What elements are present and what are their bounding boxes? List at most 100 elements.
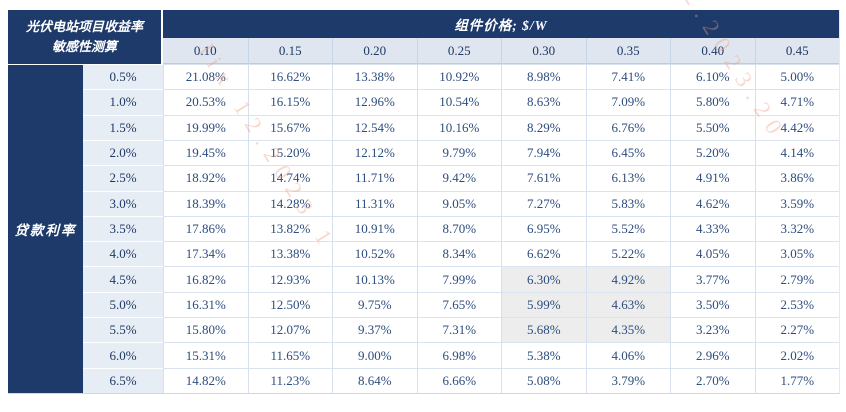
data-cell: 9.75%: [332, 291, 417, 318]
data-cell: 7.94%: [501, 139, 586, 166]
data-cell: 11.65%: [247, 342, 332, 368]
data-cell: 7.41%: [585, 64, 670, 90]
data-cell: 16.15%: [247, 89, 332, 115]
data-cell: 15.31%: [163, 342, 248, 368]
data-cell: 2.53%: [754, 291, 839, 318]
row-header: 0.5%: [83, 64, 163, 90]
data-cell: 5.38%: [501, 342, 586, 368]
data-cell: 6.45%: [585, 139, 670, 166]
data-cell: 13.38%: [247, 241, 332, 267]
row-header: 2.0%: [83, 139, 163, 166]
data-cell: 6.95%: [501, 215, 586, 242]
data-cell: 16.82%: [163, 266, 248, 292]
data-cell: 10.54%: [416, 89, 501, 115]
row-header: 5.0%: [83, 291, 163, 318]
data-cell: 7.09%: [585, 89, 670, 115]
data-cell: 8.64%: [332, 367, 417, 393]
data-cell: 8.29%: [501, 114, 586, 140]
data-cell: 9.00%: [332, 342, 417, 368]
row-header: 4.0%: [83, 241, 163, 267]
data-cell: 11.23%: [247, 367, 332, 393]
data-cell: 6.66%: [416, 367, 501, 393]
data-cell: 3.50%: [670, 291, 755, 318]
data-cell: 14.82%: [163, 367, 248, 393]
data-cell: 4.06%: [585, 342, 670, 368]
column-header: 0.30: [501, 38, 586, 64]
data-cell: 5.08%: [501, 367, 586, 393]
data-cell: 19.45%: [163, 139, 248, 166]
data-cell: 4.35%: [585, 317, 670, 343]
data-cell: 10.16%: [416, 114, 501, 140]
data-cell: 4.14%: [754, 139, 839, 166]
data-cell: 9.79%: [416, 139, 501, 166]
data-cell: 10.13%: [332, 266, 417, 292]
row-header: 6.5%: [83, 367, 163, 393]
corner-title-line1: 光伏电站项目收益率: [25, 18, 143, 34]
data-cell: 4.71%: [754, 89, 839, 115]
data-cell: 4.05%: [670, 241, 755, 267]
data-cell: 3.23%: [670, 317, 755, 343]
data-cell: 2.96%: [670, 342, 755, 368]
data-cell: 12.54%: [332, 114, 417, 140]
column-header: 0.10: [163, 38, 248, 64]
data-cell: 10.92%: [416, 64, 501, 90]
row-header: 6.0%: [83, 342, 163, 368]
data-cell: 2.27%: [754, 317, 839, 343]
column-header: 0.25: [416, 38, 501, 64]
data-cell: 4.91%: [670, 165, 755, 191]
data-cell: 10.91%: [332, 215, 417, 242]
data-cell: 4.42%: [754, 114, 839, 140]
data-cell: 6.13%: [585, 165, 670, 191]
data-cell: 12.93%: [247, 266, 332, 292]
data-cell: 4.92%: [585, 266, 670, 292]
row-header: 3.0%: [83, 190, 163, 216]
data-cell: 7.61%: [501, 165, 586, 191]
data-cell: 5.22%: [585, 241, 670, 267]
data-cell: 18.92%: [163, 165, 248, 191]
column-header: 0.15: [247, 38, 332, 64]
data-cell: 12.07%: [247, 317, 332, 343]
data-cell: 5.99%: [501, 291, 586, 318]
data-cell: 17.86%: [163, 215, 248, 242]
data-cell: 8.34%: [416, 241, 501, 267]
data-cell: 5.83%: [585, 190, 670, 216]
row-header: 2.5%: [83, 165, 163, 191]
data-cell: 3.05%: [754, 241, 839, 267]
data-cell: 2.70%: [670, 367, 755, 393]
column-header: 0.40: [670, 38, 755, 64]
data-cell: 20.53%: [163, 89, 248, 115]
data-cell: 8.63%: [501, 89, 586, 115]
data-cell: 3.86%: [754, 165, 839, 191]
data-cell: 8.98%: [501, 64, 586, 90]
table-corner-title: 光伏电站项目收益率 敏感性测算: [8, 10, 163, 64]
column-header: 0.45: [754, 38, 839, 64]
data-cell: 7.27%: [501, 190, 586, 216]
data-cell: 6.62%: [501, 241, 586, 267]
data-cell: 5.68%: [501, 317, 586, 343]
data-cell: 15.20%: [247, 139, 332, 166]
data-cell: 16.31%: [163, 291, 248, 318]
data-cell: 19.99%: [163, 114, 248, 140]
sensitivity-table: 光伏电站项目收益率 敏感性测算 组件价格; $/W 贷款利率 0.10 0.15 0…: [8, 10, 840, 394]
data-cell: 11.31%: [332, 190, 417, 216]
data-cell: 9.37%: [332, 317, 417, 343]
data-cell: 6.76%: [585, 114, 670, 140]
row-header: 4.5%: [83, 266, 163, 292]
data-cell: 3.77%: [670, 266, 755, 292]
data-cell: 5.50%: [670, 114, 755, 140]
data-cell: 9.42%: [416, 165, 501, 191]
data-cell: 14.74%: [247, 165, 332, 191]
corner-title-line2: 敏感性测算: [51, 39, 117, 54]
data-cell: 11.71%: [332, 165, 417, 191]
column-group-header: 组件价格; $/W: [163, 10, 839, 38]
data-cell: 2.02%: [754, 342, 839, 368]
row-header: 5.5%: [83, 317, 163, 343]
data-cell: 15.67%: [247, 114, 332, 140]
row-header: 3.5%: [83, 215, 163, 242]
data-cell: 14.28%: [247, 190, 332, 216]
data-cell: 4.33%: [670, 215, 755, 242]
data-cell: 5.52%: [585, 215, 670, 242]
data-cell: 4.62%: [670, 190, 755, 216]
data-cell: 18.39%: [163, 190, 248, 216]
